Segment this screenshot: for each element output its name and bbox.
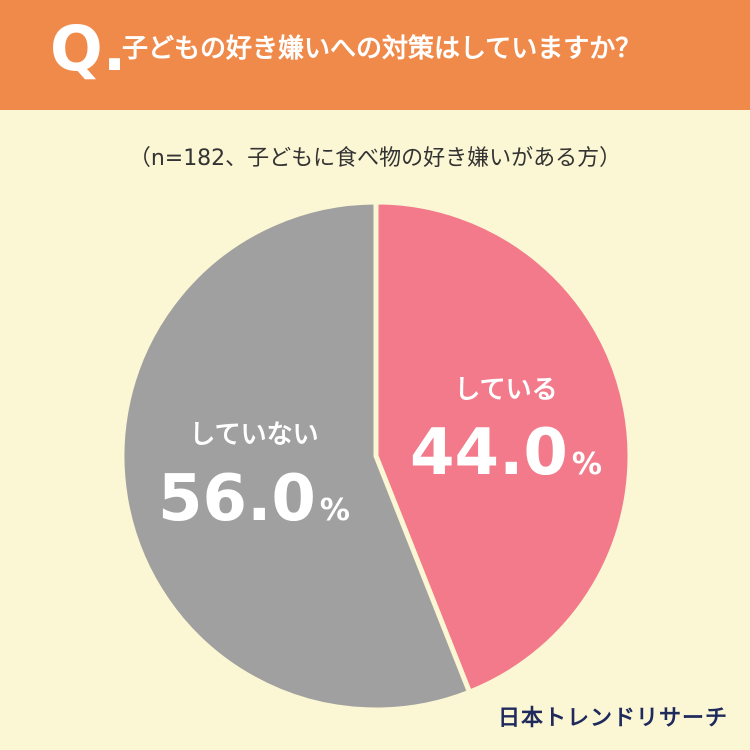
pie-slice-no xyxy=(119,199,473,713)
slice-label-yes: している xyxy=(454,375,557,405)
question-text: 子どもの好き嫌いへの対策はしていますか？ xyxy=(122,34,642,64)
pie-labels: している 44.0 % していない 56.0% xyxy=(158,375,602,536)
sample-note: （n=182、子どもに食べ物の好き嫌いがある方） xyxy=(128,146,622,171)
question-header: Q. 子どもの好き嫌いへの対策はしていますか？ xyxy=(0,0,750,110)
pie-slices xyxy=(119,199,633,713)
slice-value-yes: 44.0% xyxy=(410,416,602,490)
q-mark: Q. xyxy=(50,12,127,85)
slice-value-no: 56.0% xyxy=(158,462,350,536)
slice-label-no: していない xyxy=(189,420,318,450)
pie-slice-yes xyxy=(373,199,633,695)
brand-logo: 日本トレンドリサーチ xyxy=(497,706,728,731)
